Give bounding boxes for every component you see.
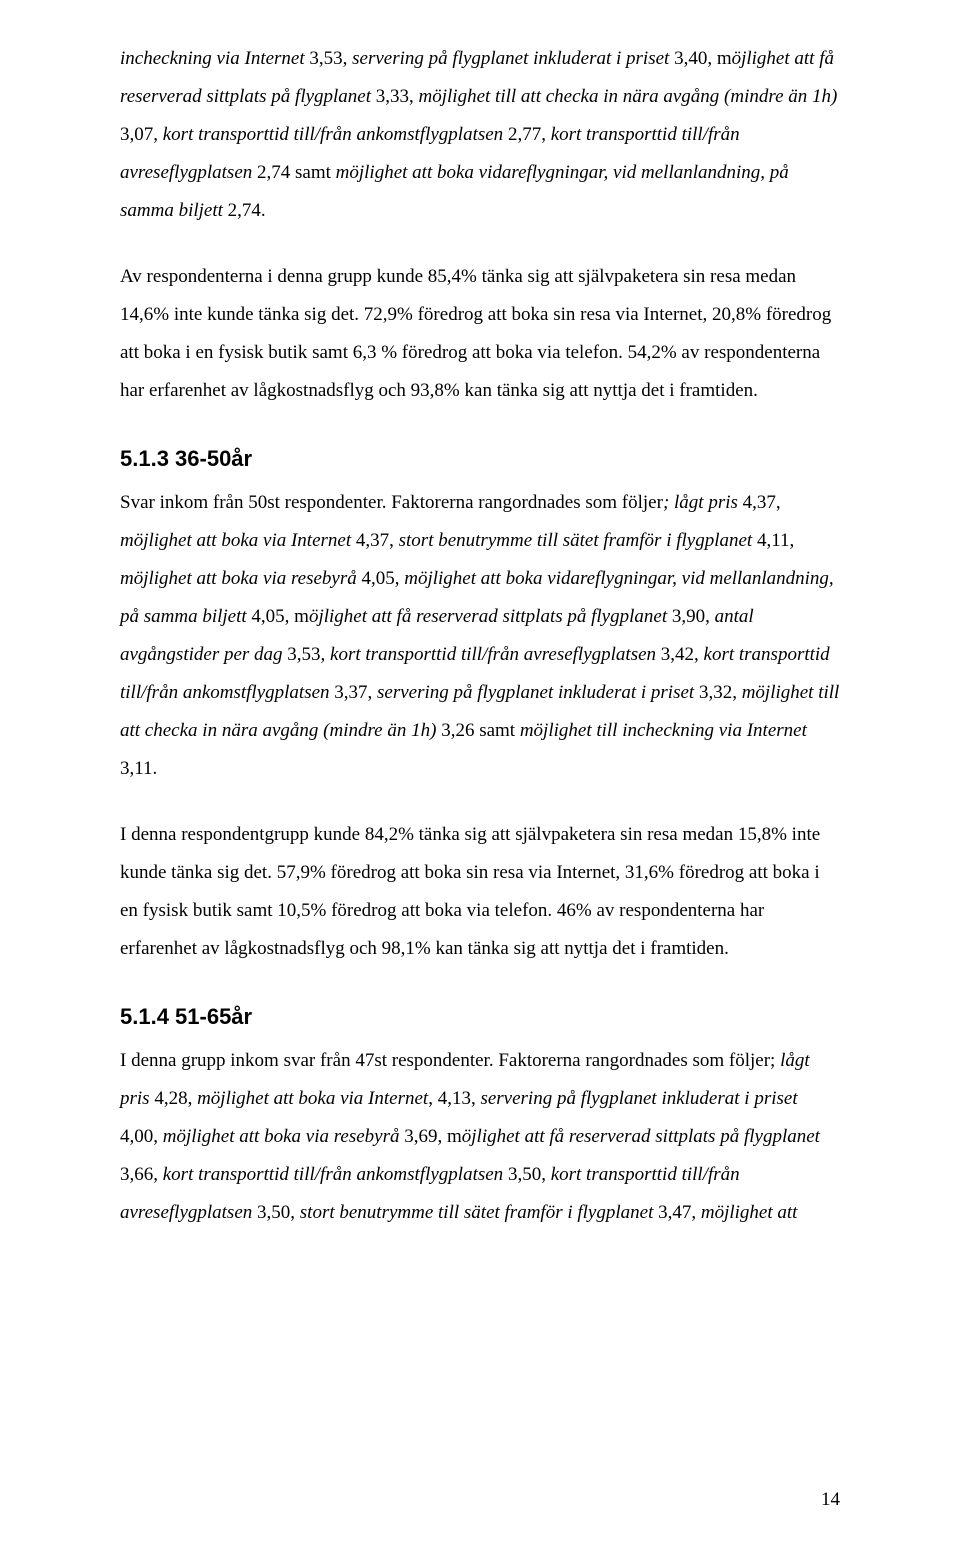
factor-text: servering på flygplanet inkluderat i pri… [480,1088,797,1109]
factor-text: möjlighet till incheckning via Internet [520,720,807,741]
value-text: 3,53, [305,48,353,69]
paragraph-1: incheckning via Internet 3,53, servering… [120,40,840,230]
factor-text: servering på flygplanet inkluderat i pri… [352,48,669,69]
factor-text: kort transporttid till/från avreseflygpl… [330,644,656,665]
value-text: 4,05, m [247,606,309,627]
intro-text: I denna grupp inkom svar från 47st respo… [120,1050,780,1071]
value-text: 4,00, [120,1126,163,1147]
value-text: 3,11. [120,758,157,779]
intro-text: Svar inkom från 50st respondenter. Fakto… [120,492,663,513]
value-text: 4,37, [738,492,781,513]
value-text: 3,37, [330,682,378,703]
heading-5-1-4: 5.1.4 51-65år [120,1004,840,1030]
value-text: 3,50, [252,1202,300,1223]
factor-text: öjlighet att få reserverad sittplats på … [462,1126,820,1147]
value-text: 3,50, [503,1164,551,1185]
value-text: , 4,13, [428,1088,480,1109]
factor-text: stort benutrymme till sätet framför i fl… [399,530,753,551]
factor-text: möjlighet att boka via Internet [120,530,351,551]
factor-text: ; lågt pris [663,492,738,513]
value-text: 3,53, [283,644,331,665]
value-text: 4,37, [351,530,399,551]
factor-text: möjlighet att boka via resebyrå [120,568,357,589]
factor-text: möjlighet att boka via resebyrå [163,1126,400,1147]
factor-text: kort transporttid till/från ankomstflygp… [163,124,503,145]
factor-text: möjlighet att [701,1202,798,1223]
value-text: 3,32, [694,682,742,703]
paragraph-5: I denna grupp inkom svar från 47st respo… [120,1042,840,1232]
page-number: 14 [821,1489,840,1511]
value-text: 3,33, [371,86,419,107]
value-text: 3,26 samt [436,720,519,741]
value-text: 3,66, [120,1164,163,1185]
value-text: 4,11, [752,530,794,551]
value-text: 4,28, [150,1088,198,1109]
paragraph-4: I denna respondentgrupp kunde 84,2% tänk… [120,816,840,968]
factor-text: öjlighet att få reserverad sittplats på … [309,606,667,627]
value-text: 3,90, [667,606,715,627]
paragraph-3: Svar inkom från 50st respondenter. Fakto… [120,484,840,788]
value-text: 4,05, [357,568,405,589]
value-text: 2,74. [223,200,266,221]
value-text: 3,42, [656,644,704,665]
factor-text: servering på flygplanet inkluderat i pri… [377,682,694,703]
factor-text: incheckning via Internet [120,48,305,69]
heading-5-1-3: 5.1.3 36-50år [120,446,840,472]
value-text: 2,74 samt [252,162,335,183]
page: incheckning via Internet 3,53, servering… [0,0,960,1543]
factor-text: möjlighet till att checka in nära avgång… [419,86,838,107]
value-text: 3,69, m [400,1126,462,1147]
value-text: 2,77, [503,124,551,145]
paragraph-2: Av respondenterna i denna grupp kunde 85… [120,258,840,410]
factor-text: kort transporttid till/från ankomstflygp… [163,1164,503,1185]
value-text: 3,47, [653,1202,701,1223]
factor-text: möjlighet att boka via Internet [197,1088,428,1109]
value-text: 3,40, m [669,48,731,69]
factor-text: stort benutrymme till sätet framför i fl… [300,1202,654,1223]
value-text: 3,07, [120,124,163,145]
